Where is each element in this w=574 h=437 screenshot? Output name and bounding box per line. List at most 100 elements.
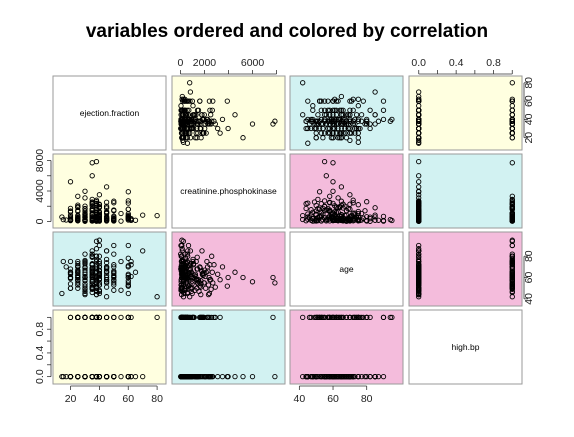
data-point bbox=[185, 242, 192, 249]
data-point bbox=[416, 284, 422, 290]
data-point bbox=[316, 98, 323, 104]
data-point bbox=[509, 118, 515, 124]
data-point bbox=[364, 121, 370, 127]
data-point bbox=[347, 192, 353, 198]
data-point bbox=[315, 196, 321, 203]
data-point bbox=[330, 130, 336, 136]
data-point bbox=[67, 258, 74, 265]
data-point bbox=[272, 280, 278, 286]
data-point bbox=[416, 200, 422, 206]
data-point bbox=[362, 373, 368, 380]
data-point bbox=[89, 212, 95, 218]
data-point bbox=[93, 238, 100, 244]
data-point bbox=[330, 112, 336, 118]
data-point bbox=[209, 253, 215, 259]
data-point bbox=[128, 217, 134, 224]
data-point bbox=[342, 373, 348, 380]
data-point bbox=[89, 160, 95, 166]
panel-creatinine.phosphokinase-vs-creatinine.phosphokinase: creatinine.phosphokinase bbox=[171, 153, 286, 229]
data-point bbox=[187, 89, 194, 95]
data-point bbox=[82, 214, 88, 220]
data-point bbox=[509, 294, 515, 300]
data-point bbox=[210, 373, 216, 380]
data-point bbox=[306, 314, 313, 321]
data-point bbox=[188, 373, 195, 380]
data-point bbox=[125, 290, 131, 297]
data-point bbox=[249, 279, 256, 285]
data-point bbox=[125, 200, 131, 206]
data-point bbox=[67, 215, 74, 221]
data-point bbox=[313, 314, 319, 321]
data-point bbox=[342, 116, 348, 123]
data-point bbox=[103, 215, 110, 221]
data-point bbox=[509, 96, 515, 102]
data-point bbox=[184, 125, 191, 132]
data-point bbox=[330, 373, 336, 380]
panel-ejection.fraction-vs-creatinine.phosphokinase bbox=[171, 75, 286, 151]
data-point bbox=[338, 314, 345, 321]
data-point bbox=[93, 199, 100, 205]
data-point bbox=[212, 121, 218, 127]
data-point bbox=[75, 261, 81, 267]
data-point bbox=[125, 212, 131, 219]
panel-high.bp-vs-creatinine.phosphokinase bbox=[171, 309, 286, 385]
data-point bbox=[353, 112, 360, 118]
data-point bbox=[89, 173, 95, 179]
data-point bbox=[198, 314, 204, 321]
data-point bbox=[353, 125, 360, 132]
data-point bbox=[316, 213, 323, 220]
data-point bbox=[179, 288, 185, 295]
data-point bbox=[330, 121, 336, 127]
data-point bbox=[215, 125, 221, 132]
data-point bbox=[179, 257, 185, 264]
data-point bbox=[180, 256, 186, 263]
data-point bbox=[308, 207, 314, 213]
data-point bbox=[82, 259, 88, 266]
data-point bbox=[300, 212, 306, 219]
data-point bbox=[103, 256, 110, 263]
data-point bbox=[416, 137, 422, 144]
data-point bbox=[509, 193, 515, 199]
data-point bbox=[185, 314, 191, 321]
data-point bbox=[315, 314, 321, 321]
data-point bbox=[325, 98, 331, 104]
data-point bbox=[416, 158, 422, 165]
data-point bbox=[327, 200, 333, 206]
data-point bbox=[316, 189, 323, 195]
data-point bbox=[358, 118, 365, 124]
data-point bbox=[305, 140, 311, 146]
data-point bbox=[118, 218, 124, 224]
data-point bbox=[195, 278, 201, 284]
data-point bbox=[184, 251, 190, 257]
data-point bbox=[185, 283, 191, 289]
data-point bbox=[93, 213, 100, 220]
data-point bbox=[188, 269, 195, 275]
data-point bbox=[321, 215, 328, 221]
data-point bbox=[75, 314, 81, 321]
data-point bbox=[185, 98, 192, 104]
data-point bbox=[125, 255, 131, 261]
data-point bbox=[128, 273, 134, 280]
data-point bbox=[82, 283, 88, 289]
data-point bbox=[342, 216, 348, 222]
data-point bbox=[67, 205, 74, 212]
data-point bbox=[347, 137, 353, 144]
panel-border bbox=[408, 75, 523, 151]
data-point bbox=[337, 217, 343, 223]
data-point bbox=[179, 125, 185, 132]
data-point bbox=[337, 373, 343, 380]
data-point bbox=[340, 107, 346, 113]
data-point bbox=[196, 118, 202, 124]
data-point bbox=[321, 203, 328, 210]
tick-label: 8000 bbox=[34, 149, 46, 173]
data-point bbox=[75, 280, 81, 286]
data-point bbox=[82, 208, 88, 214]
top-axis-creatinine.phosphokinase: 0 2000 6000 bbox=[177, 57, 277, 75]
data-point bbox=[203, 285, 209, 291]
data-point bbox=[187, 294, 193, 300]
data-point bbox=[367, 373, 373, 380]
top-axis-high.bp: 0.0 0.4 0.8 bbox=[411, 57, 513, 75]
data-point bbox=[182, 265, 189, 271]
left-axis-creatinine.phosphokinase: 0 4000 8000 bbox=[34, 149, 52, 224]
data-point bbox=[111, 268, 117, 274]
